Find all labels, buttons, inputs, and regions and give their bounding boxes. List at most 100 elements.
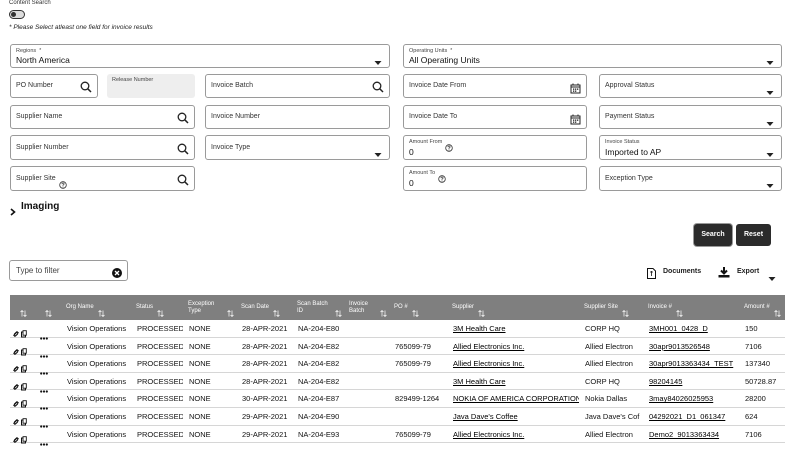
row-menu[interactable] bbox=[40, 362, 48, 375]
link-cell[interactable]: Allied Electronics Inc. bbox=[453, 341, 525, 351]
row-menu[interactable] bbox=[40, 327, 48, 340]
sort-icon[interactable] bbox=[380, 304, 387, 317]
caret-icon[interactable] bbox=[766, 83, 774, 95]
search-icon[interactable] bbox=[177, 111, 189, 124]
reset-button[interactable]: Reset bbox=[736, 224, 771, 246]
input-field[interactable]: Operating Units * All Operating Units bbox=[403, 44, 782, 68]
column-header[interactable]: Status bbox=[136, 295, 182, 320]
link-cell[interactable]: 3may84026025953 bbox=[649, 394, 714, 404]
input-field[interactable]: Invoice Date From bbox=[403, 74, 587, 98]
info-icon[interactable] bbox=[445, 139, 453, 157]
filter-input[interactable]: Type to filter bbox=[9, 260, 128, 281]
info-icon[interactable] bbox=[59, 176, 67, 194]
sort-icon[interactable] bbox=[335, 304, 342, 317]
link-cell[interactable]: 04292021_D1_061347 bbox=[649, 412, 726, 421]
input-field[interactable]: Supplier Site bbox=[10, 166, 195, 191]
link-cell[interactable]: Demo2_9013363434 bbox=[649, 429, 720, 439]
documents-icon[interactable] bbox=[647, 266, 656, 279]
documents-button[interactable]: Documents bbox=[663, 268, 702, 275]
row-menu[interactable] bbox=[40, 397, 48, 410]
column-header[interactable]: Exception Type bbox=[188, 295, 235, 320]
link-cell[interactable]: 98204145 bbox=[649, 376, 683, 386]
column-header[interactable]: Supplier Site bbox=[584, 295, 642, 320]
column-header[interactable]: Scan Date bbox=[241, 295, 291, 320]
sort-icon[interactable] bbox=[157, 304, 164, 317]
input-field[interactable]: Invoice Type bbox=[205, 135, 390, 160]
link-cell[interactable]: Allied Electronics Inc. bbox=[453, 359, 525, 369]
sort-icon[interactable] bbox=[227, 304, 234, 317]
search-icon[interactable] bbox=[177, 142, 189, 155]
row-actions[interactable] bbox=[13, 378, 27, 391]
search-icon[interactable] bbox=[80, 80, 92, 93]
link-cell[interactable]: 3M Health Care bbox=[453, 376, 506, 386]
sort-icon[interactable] bbox=[773, 304, 781, 317]
row-actions[interactable] bbox=[13, 360, 27, 373]
sort-icon[interactable] bbox=[478, 304, 485, 317]
caret-icon[interactable] bbox=[374, 145, 382, 157]
link-cell[interactable]: 30apr9013363434_TEST bbox=[649, 359, 734, 369]
link-cell[interactable]: NOKIA OF AMERICA CORPORATION bbox=[453, 394, 579, 404]
sort-icon[interactable] bbox=[273, 304, 280, 317]
sort-icon[interactable] bbox=[411, 304, 419, 317]
imaging-heading[interactable]: Imaging bbox=[21, 201, 60, 212]
sort-icon[interactable] bbox=[622, 304, 629, 317]
caret-icon[interactable] bbox=[766, 176, 774, 188]
input-field[interactable]: Regions * North America bbox=[10, 44, 390, 68]
column-header[interactable]: Amount # bbox=[744, 295, 783, 320]
sort-icon[interactable] bbox=[97, 304, 105, 317]
column-header[interactable]: PO # bbox=[394, 295, 446, 320]
table-cell: 7106 bbox=[745, 341, 762, 351]
column-header[interactable]: Supplier bbox=[452, 295, 578, 320]
row-actions[interactable] bbox=[13, 431, 27, 444]
search-button[interactable]: Search bbox=[694, 224, 732, 246]
sort-icon[interactable] bbox=[20, 304, 27, 317]
input-field[interactable]: Amount From 0 bbox=[403, 135, 587, 160]
caret-icon[interactable] bbox=[374, 53, 382, 65]
row-actions[interactable] bbox=[13, 395, 27, 408]
input-field[interactable]: Invoice Batch bbox=[205, 74, 390, 98]
row-actions[interactable] bbox=[13, 325, 27, 338]
row-menu[interactable] bbox=[40, 345, 48, 358]
table-cell: 150 bbox=[745, 324, 758, 333]
caret-icon[interactable] bbox=[766, 114, 774, 126]
input-field[interactable]: Supplier Name bbox=[10, 105, 195, 129]
caret-icon[interactable] bbox=[766, 145, 774, 157]
column-header[interactable]: Invoice Batch bbox=[349, 295, 388, 320]
search-icon[interactable] bbox=[372, 80, 384, 93]
input-field[interactable]: Invoice Status Imported to AP bbox=[599, 135, 782, 160]
column-header[interactable]: Invoice # bbox=[648, 295, 738, 320]
input-field[interactable]: Invoice Number bbox=[205, 105, 390, 129]
sort-icon[interactable] bbox=[676, 304, 683, 317]
input-field[interactable]: Amount To 0 bbox=[403, 166, 587, 191]
row-menu[interactable] bbox=[40, 415, 48, 428]
export-button[interactable]: Export bbox=[737, 268, 760, 275]
input-field[interactable]: Payment Status bbox=[599, 105, 782, 129]
row-actions[interactable] bbox=[13, 413, 27, 426]
cal-icon[interactable] bbox=[570, 112, 581, 124]
expand-chevron[interactable] bbox=[10, 203, 16, 216]
link-cell[interactable]: Java Dave's Coffee bbox=[453, 412, 518, 421]
info-icon[interactable] bbox=[438, 170, 446, 188]
column-header[interactable]: Scan Batch ID bbox=[297, 295, 343, 320]
export-caret[interactable] bbox=[768, 269, 776, 281]
input-field[interactable]: PO Number bbox=[10, 74, 98, 98]
row-menu[interactable] bbox=[40, 380, 48, 393]
content-search-toggle[interactable] bbox=[9, 10, 25, 19]
link-cell[interactable]: 30apr9013526548 bbox=[649, 341, 710, 351]
link-cell[interactable]: 3M Health Care bbox=[453, 324, 506, 333]
cal-icon[interactable] bbox=[570, 81, 581, 93]
input-field[interactable]: Exception Type bbox=[599, 166, 782, 191]
input-field[interactable]: Approval Status bbox=[599, 74, 782, 98]
link-cell[interactable]: 3MH001_0428_D bbox=[649, 324, 708, 333]
row-menu[interactable] bbox=[40, 433, 48, 446]
link-cell[interactable]: Allied Electronics Inc. bbox=[453, 429, 525, 439]
sort-icon[interactable] bbox=[45, 304, 52, 317]
caret-icon[interactable] bbox=[766, 53, 774, 65]
input-field[interactable]: Supplier Number bbox=[10, 135, 195, 160]
search-icon[interactable] bbox=[177, 173, 189, 186]
clear-icon[interactable] bbox=[112, 265, 122, 278]
row-actions[interactable] bbox=[13, 343, 27, 356]
export-icon[interactable] bbox=[718, 265, 730, 278]
column-header[interactable]: Org Name bbox=[66, 295, 130, 320]
input-field[interactable]: Invoice Date To bbox=[403, 105, 587, 129]
